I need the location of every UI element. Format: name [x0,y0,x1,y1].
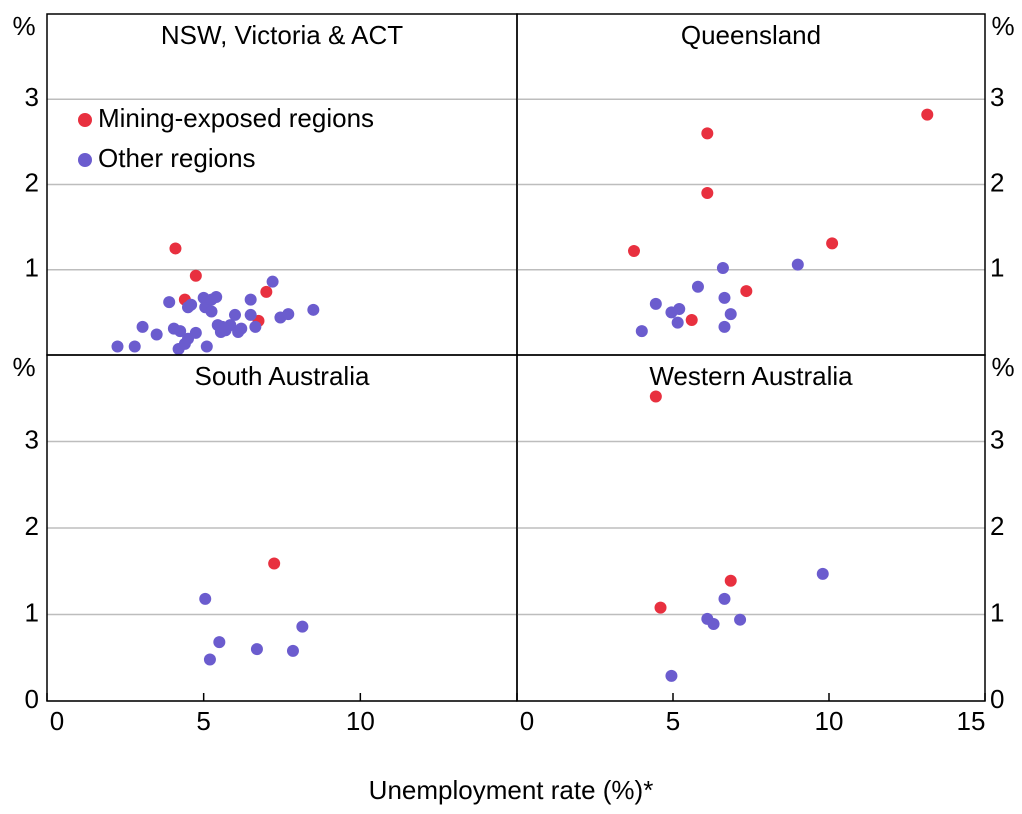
y-tick-label: 2 [990,167,1004,197]
data-point [701,187,714,200]
data-point [163,296,176,309]
data-point [628,244,640,257]
data-point [235,322,248,335]
legend-label: Other regions [98,143,256,173]
data-point [260,285,273,298]
data-point [635,325,648,338]
data-point [189,326,202,339]
data-point [718,592,731,605]
data-point [185,298,198,311]
data-point [205,293,218,306]
y-tick-label: 2 [25,167,39,197]
x-tick-label: 10 [815,706,844,736]
y-tick-label: 1 [25,597,39,627]
data-point [826,237,839,250]
y-tick-label: 2 [990,511,1004,541]
y-unit-label: % [991,352,1014,382]
data-point [286,644,299,657]
data-point [244,308,257,321]
data-point [174,325,187,338]
panel-title: South Australia [195,361,370,391]
data-point [740,285,753,298]
data-point [791,258,804,271]
panel-title: NSW, Victoria & ACT [161,20,403,50]
data-point [307,303,320,316]
data-point [203,653,216,666]
y-tick-label: 0 [990,684,1004,714]
data-point [685,314,698,327]
x-tick-label: 0 [50,706,64,736]
data-point [649,390,662,403]
y-unit-label: % [991,11,1014,41]
y-tick-label: 1 [25,253,39,283]
panel-title: Western Australia [649,361,853,391]
legend-marker [78,153,92,167]
data-point [724,574,737,587]
data-point [189,269,202,282]
x-tick-label: 10 [346,706,375,736]
legend-label: Mining-exposed regions [98,103,374,133]
data-point [150,328,163,341]
y-tick-label: 1 [990,597,1004,627]
data-point [296,620,309,633]
legend-marker [78,113,92,127]
y-unit-label: % [12,11,35,41]
data-point [691,280,704,293]
data-point [200,340,213,353]
y-tick-label: 3 [990,82,1004,112]
data-point [718,320,731,333]
data-point [216,320,229,333]
data-point [250,643,263,656]
panel-title: Queensland [681,20,821,50]
y-tick-label: 3 [25,424,39,454]
data-point [111,340,124,353]
data-point [665,669,678,682]
data-point [199,592,212,605]
data-point [921,108,934,121]
y-unit-label: % [12,352,35,382]
y-tick-label: 1 [990,253,1004,283]
data-point [649,297,662,310]
data-point [671,316,684,329]
x-tick-label: 5 [666,706,680,736]
data-point [244,293,257,306]
data-point [673,302,686,315]
data-point [128,340,141,353]
data-point [169,242,182,255]
data-point [205,305,218,318]
data-point [213,636,226,649]
x-tick-label: 5 [196,706,210,736]
data-point [229,308,241,321]
y-tick-label: 2 [25,511,39,541]
panel-frame [516,354,986,702]
data-point [734,613,747,626]
data-point [707,618,720,631]
x-tick-label: 15 [957,706,986,736]
y-tick-label: 3 [25,82,39,112]
x-tick-label: 0 [520,706,534,736]
data-point [716,262,729,275]
data-point [701,127,714,140]
y-tick-label: 3 [990,424,1004,454]
data-point [282,308,295,321]
data-point [249,320,262,333]
data-point [654,601,667,614]
data-point [268,557,281,570]
x-axis-label: Unemployment rate (%)* [369,775,654,805]
data-point [718,291,731,304]
data-point [816,567,829,580]
data-point [266,275,279,288]
data-point [724,308,737,321]
y-tick-label: 0 [25,684,39,714]
data-point [136,320,149,333]
